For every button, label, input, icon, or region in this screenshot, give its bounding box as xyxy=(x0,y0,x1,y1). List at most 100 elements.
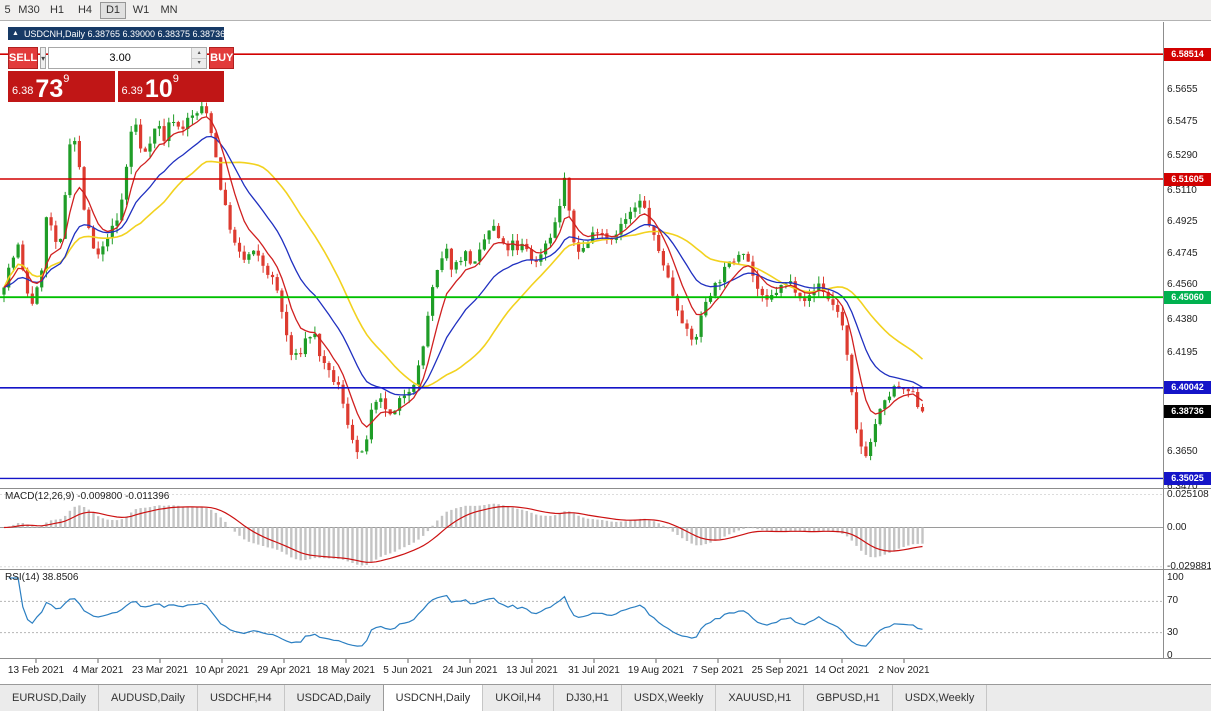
candle-body xyxy=(506,243,510,251)
candle-body xyxy=(355,439,359,453)
bid-price-box[interactable]: 6.38 73 9 xyxy=(8,71,115,102)
candle-body xyxy=(854,392,859,430)
candle-body xyxy=(143,148,147,152)
buy-button[interactable]: BUY xyxy=(209,47,235,69)
chart-tab-usdx-weekly[interactable]: USDX,Weekly xyxy=(622,685,717,711)
volume-decrement-button[interactable]: ▾ xyxy=(192,58,207,68)
ask-price-box[interactable]: 6.39 10 9 xyxy=(117,71,224,102)
candle-body xyxy=(464,251,468,261)
candle-body xyxy=(845,325,849,355)
candle-body xyxy=(365,439,369,452)
candle-body xyxy=(873,424,877,443)
candle-body xyxy=(68,144,72,196)
candle-body xyxy=(478,249,482,262)
candle-body xyxy=(247,254,251,260)
timeframe-button-m30[interactable]: M30 xyxy=(16,2,42,19)
candle-body xyxy=(374,401,378,410)
candle-body xyxy=(435,270,439,288)
ohlc-header-bar[interactable]: ▲ USDCNH,Daily 6.38765 6.39000 6.38375 6… xyxy=(8,27,225,40)
candle-body xyxy=(459,260,463,263)
macd-signal-line xyxy=(3,506,923,563)
candle-body xyxy=(756,275,760,289)
candle-body xyxy=(920,407,925,412)
candle-body xyxy=(577,242,581,252)
candle-body xyxy=(204,106,209,114)
one-click-trading-panel: ▲ USDCNH,Daily 6.38765 6.39000 6.38375 6… xyxy=(8,27,235,102)
candle-body xyxy=(402,395,406,399)
order-type-dropdown[interactable]: ▾ xyxy=(40,47,47,69)
candle-body xyxy=(106,237,110,247)
candle-body xyxy=(318,333,322,357)
candle-body xyxy=(223,189,227,206)
candle-body xyxy=(431,287,435,316)
collapse-arrow-icon[interactable]: ▲ xyxy=(12,30,19,37)
timeframe-button-d1[interactable]: D1 xyxy=(100,1,126,19)
chart-canvas[interactable] xyxy=(0,0,1211,684)
chart-tab-usdcad-daily[interactable]: USDCAD,Daily xyxy=(285,685,384,711)
chart-tab-usdcnh-daily[interactable]: USDCNH,Daily xyxy=(382,685,484,711)
timeframe-button-h4[interactable]: H4 xyxy=(72,2,98,19)
candle-body xyxy=(911,391,915,393)
candle-body xyxy=(233,229,237,243)
timeframe-button-5[interactable]: 5 xyxy=(1,2,14,19)
timeframe-button-h1[interactable]: H1 xyxy=(44,2,70,19)
bid-price-pips: 73 xyxy=(35,74,64,103)
chart-tab-dj30-h1[interactable]: DJ30,H1 xyxy=(554,685,622,711)
candle-body xyxy=(299,353,303,355)
candle-body xyxy=(883,400,887,409)
candle-body xyxy=(779,285,783,293)
sell-button[interactable]: SELL xyxy=(8,47,39,69)
candle-body xyxy=(129,131,133,167)
candle-body xyxy=(520,243,524,251)
candle-body xyxy=(878,408,882,425)
candle-body xyxy=(303,338,307,355)
candle-body xyxy=(285,311,289,336)
candle-body xyxy=(237,242,242,252)
candle-body xyxy=(332,370,336,382)
candle-body xyxy=(831,299,835,305)
candle-body xyxy=(850,354,854,393)
chart-tab-ukoil-h4[interactable]: UKOil,H4 xyxy=(483,685,555,711)
timeframe-button-mn[interactable]: MN xyxy=(156,2,182,19)
candle-body xyxy=(266,265,270,275)
candle-body xyxy=(21,244,25,270)
candle-body xyxy=(341,384,345,404)
candle-body xyxy=(708,295,713,302)
timeframe-button-w1[interactable]: W1 xyxy=(128,2,154,19)
candle-body xyxy=(44,217,48,271)
candle-body xyxy=(407,391,411,396)
candle-body xyxy=(388,409,392,415)
candle-body xyxy=(49,217,53,226)
chart-tab-usdchf-h4[interactable]: USDCHF,H4 xyxy=(198,685,285,711)
candle-body xyxy=(675,295,680,311)
candle-body xyxy=(482,239,486,250)
candle-body xyxy=(91,228,96,249)
ma-long-line xyxy=(3,160,924,388)
candle-body xyxy=(58,238,63,242)
candle-body xyxy=(638,200,642,208)
volume-input[interactable] xyxy=(49,48,192,68)
candle-body xyxy=(63,195,67,239)
candle-body xyxy=(96,248,100,255)
candle-body xyxy=(209,113,213,134)
volume-increment-button[interactable]: ▴ xyxy=(192,48,207,59)
chart-tab-eurusd-daily[interactable]: EURUSD,Daily xyxy=(0,685,99,711)
candle-body xyxy=(440,258,444,270)
chart-tab-xauusd-h1[interactable]: XAUUSD,H1 xyxy=(716,685,805,711)
macd-label: MACD(12,26,9) -0.009800 -0.011396 xyxy=(5,491,170,502)
candle-body xyxy=(529,249,534,260)
candle-body xyxy=(511,240,515,251)
candle-body xyxy=(162,126,166,141)
chart-tab-usdx-weekly[interactable]: USDX,Weekly xyxy=(893,685,988,711)
candle-body xyxy=(148,143,152,152)
candle-body xyxy=(172,122,176,123)
candle-body xyxy=(685,323,689,329)
candle-body xyxy=(350,424,355,440)
candle-body xyxy=(473,261,477,264)
candle-body xyxy=(723,266,727,283)
chart-tab-gbpusd-h1[interactable]: GBPUSD,H1 xyxy=(804,685,893,711)
candle-body xyxy=(167,122,171,141)
chart-tab-audusd-daily[interactable]: AUDUSD,Daily xyxy=(99,685,198,711)
candle-body xyxy=(906,389,910,392)
candle-body xyxy=(887,396,892,401)
